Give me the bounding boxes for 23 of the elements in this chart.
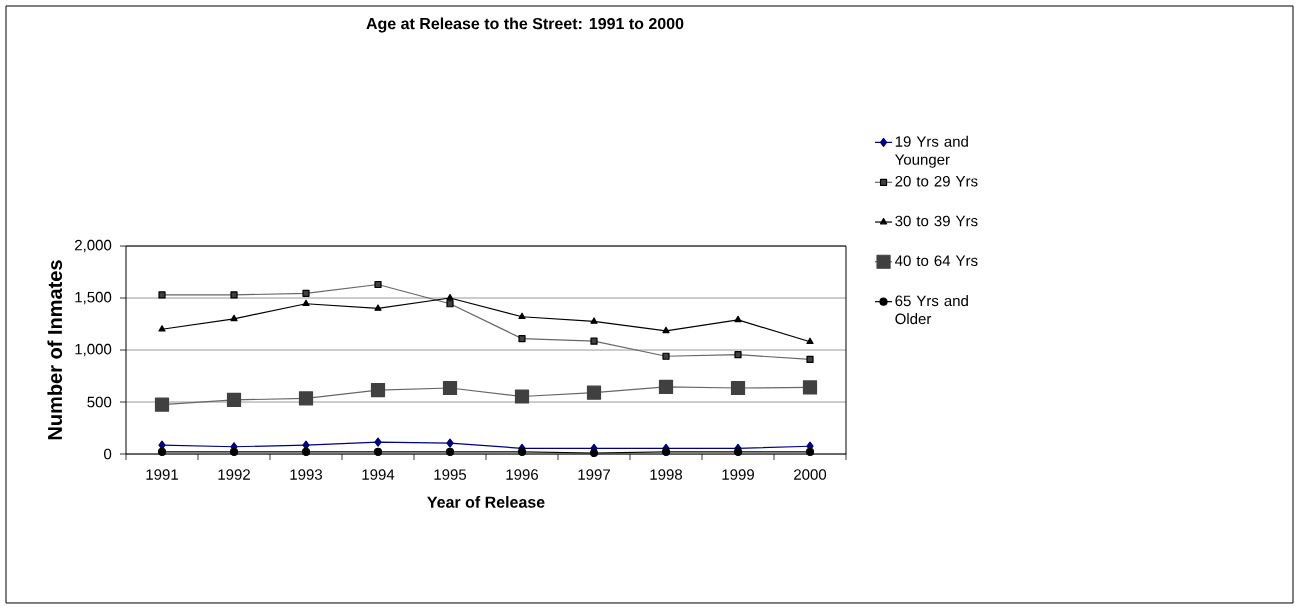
x-tick-label: 1996: [506, 469, 539, 480]
x-tick-label: 1994: [362, 469, 395, 480]
y-tick-label: 2,000: [75, 239, 112, 253]
x-tick-label: 1991: [146, 469, 178, 480]
x-axis-title: Year of Release: [427, 496, 545, 508]
legend-label: 19 Yrs and Younger: [895, 135, 968, 168]
x-tick-label: 1998: [650, 469, 683, 480]
y-tick-label: 0: [104, 448, 112, 460]
x-tick-label: 1995: [434, 469, 467, 480]
x-tick-label: 2000: [794, 469, 827, 480]
x-tick-label: 1999: [722, 469, 754, 480]
legend-label: 65 Yrs and Older: [895, 295, 968, 325]
x-tick-label: 1997: [578, 469, 610, 480]
x-tick-label: 1993: [290, 469, 323, 480]
legend-label: 40 to 64 Yrs: [895, 255, 978, 267]
y-axis-title: Number of Inmates: [47, 260, 63, 440]
chart-title: Age at Release to the Street: 1991 to 2000: [366, 17, 684, 33]
x-tick-label: 1992: [218, 469, 250, 480]
y-tick-label: 1,000: [75, 343, 112, 357]
y-tick-label: 1,500: [75, 291, 112, 305]
legend-label: 30 to 39 Yrs: [895, 215, 978, 227]
y-tick-label: 500: [87, 396, 112, 408]
legend-label: 20 to 29 Yrs: [895, 175, 978, 187]
